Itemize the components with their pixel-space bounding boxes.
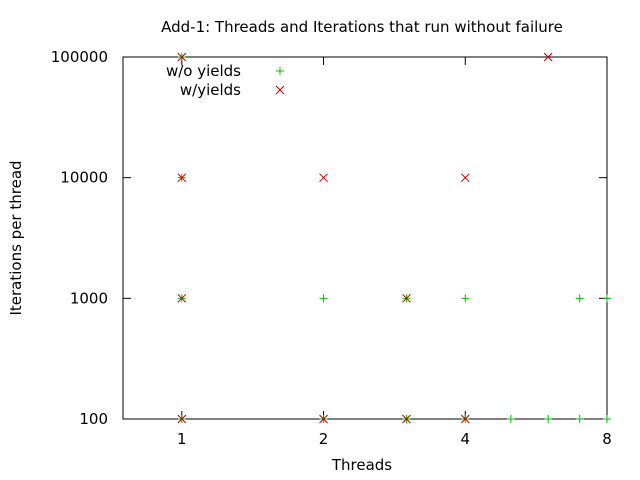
x-axis-label: Threads <box>331 456 392 474</box>
tick-labels: 1 2 4 8 100 1000 10000 100000 <box>51 48 612 448</box>
y-tick-label: 1000 <box>70 289 108 307</box>
point-no-yields <box>603 294 611 303</box>
point-no-yields <box>575 294 584 303</box>
plot-frame <box>122 56 608 420</box>
point-no-yields <box>544 415 553 423</box>
point-yields <box>177 293 187 303</box>
point-no-yields <box>603 415 611 423</box>
y-tick-label: 10000 <box>60 169 108 187</box>
legend-label: w/yields <box>180 81 241 99</box>
point-no-yields <box>319 294 328 303</box>
y-tick-label: 100 <box>79 410 108 428</box>
legend-label: w/o yields <box>166 62 241 80</box>
legend-marker-cross-icon <box>275 85 285 95</box>
point-yields <box>460 173 470 183</box>
point-yields <box>319 414 328 424</box>
point-yields <box>402 414 411 424</box>
y-tick-label: 100000 <box>51 48 108 66</box>
x-tick-label: 2 <box>319 430 329 448</box>
x-tick-label: 4 <box>461 430 471 448</box>
x-tick-label: 8 <box>602 430 612 448</box>
axis-ticks <box>123 56 608 420</box>
point-yields <box>460 414 470 424</box>
legend-marker-plus-icon <box>276 67 284 75</box>
point-no-yields <box>506 415 515 423</box>
point-yields <box>319 173 328 183</box>
point-yields <box>543 52 553 62</box>
point-yields <box>177 414 187 424</box>
point-no-yields <box>575 415 584 423</box>
data-points <box>177 52 611 424</box>
point-yields <box>177 173 187 183</box>
x-tick-label: 1 <box>177 430 187 448</box>
y-axis-label: Iterations per thread <box>7 160 25 315</box>
chart-title: Add-1: Threads and Iterations that run w… <box>161 18 563 36</box>
point-yields <box>177 52 187 62</box>
point-yields <box>402 293 411 303</box>
point-no-yields <box>461 294 470 303</box>
